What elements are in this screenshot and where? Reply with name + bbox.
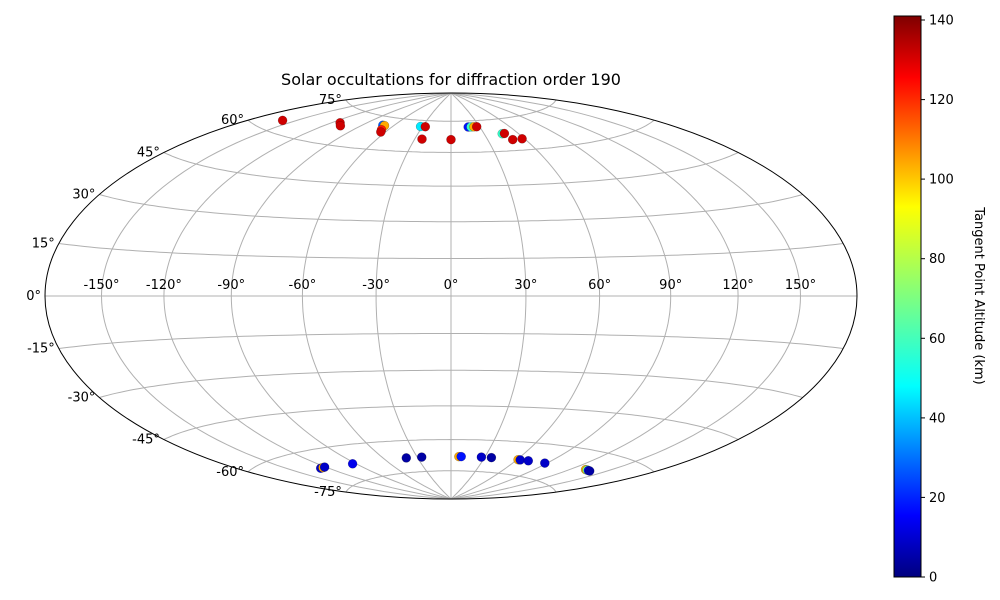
latitude-tick-label: -45° — [132, 433, 160, 448]
longitude-tick-label: -30° — [362, 278, 390, 293]
occultation-point — [523, 456, 534, 466]
colorbar-tick-label: 140 — [929, 14, 954, 29]
map-grid — [45, 93, 857, 499]
latitude-tick-labels: -75° -60° -45° -30° -15° 0° 15° 30° 45° 60° 75° — [26, 93, 342, 500]
longitude-tick-label: -90° — [217, 278, 245, 293]
occultation-point — [376, 127, 386, 137]
latitude-tick-label: 45° — [137, 146, 160, 161]
occultation-point — [277, 115, 288, 126]
parallel-line — [163, 405, 739, 440]
parallel-line — [163, 152, 739, 187]
parallel-line — [99, 194, 803, 223]
parallel-line — [247, 119, 655, 154]
longitude-tick-label: 0° — [444, 278, 459, 293]
colorbar-tick-label: 120 — [929, 93, 954, 108]
parallel-line — [345, 470, 557, 493]
colorbar-tick-label: 0 — [929, 571, 937, 586]
occultation-point — [335, 121, 346, 131]
chart-title: Solar occultations for diffraction order… — [281, 70, 621, 89]
longitude-tick-label: -60° — [289, 278, 317, 293]
latitude-tick-label: -30° — [68, 391, 96, 406]
occultation-point — [347, 459, 358, 469]
occultation-point — [540, 458, 550, 468]
occultation-point — [476, 452, 487, 462]
colorbar-gradient — [893, 15, 922, 578]
occultation-point — [517, 134, 527, 144]
longitude-tick-label: 120° — [722, 278, 753, 293]
longitude-tick-label: 90° — [659, 278, 682, 293]
latitude-tick-label: -15° — [27, 342, 55, 357]
longitude-tick-label: -120° — [146, 278, 182, 293]
latitude-tick-label: 15° — [32, 237, 55, 252]
latitude-tick-label: 0° — [26, 289, 41, 304]
occultation-point — [456, 451, 466, 462]
occultation-point — [446, 134, 456, 145]
latitude-tick-label: 60° — [221, 113, 244, 128]
latitude-tick-label: -60° — [216, 465, 244, 480]
occultation-point — [499, 128, 510, 139]
latitude-tick-label: 75° — [319, 93, 342, 108]
occultation-point — [515, 455, 525, 465]
colorbar-tick-label: 40 — [929, 411, 946, 426]
latitude-tick-label: -75° — [314, 485, 342, 500]
longitude-tick-label: 60° — [588, 278, 611, 293]
parallel-line — [58, 243, 844, 259]
occultation-point — [416, 452, 427, 462]
colorbar: 0 20 40 60 80 100 120 140 Tangent Point Altitud… — [893, 14, 986, 586]
parallel-line — [58, 333, 844, 349]
occultation-point — [420, 121, 431, 132]
map-boundary — [44, 92, 858, 500]
occultation-point — [486, 452, 497, 463]
occultation-point — [401, 453, 412, 463]
colorbar-tick-label: 80 — [929, 252, 946, 267]
longitude-tick-label: 30° — [514, 278, 537, 293]
occultation-point — [417, 134, 427, 144]
occultation-point — [507, 134, 518, 145]
longitude-tick-label: 150° — [785, 278, 816, 293]
data-points — [277, 115, 595, 476]
longitude-tick-labels: -150° -120° -90° -60° -30° 0° 30° 60° 90° 120° 150… — [83, 278, 816, 293]
parallel-line — [247, 438, 655, 473]
occultation-point — [471, 121, 482, 132]
parallel-line — [345, 99, 557, 122]
colorbar-ticks: 0 20 40 60 80 100 120 140 — [921, 14, 954, 586]
colorbar-label: Tangent Point Altitude (km) — [971, 206, 986, 384]
colorbar-tick-label: 100 — [929, 173, 954, 188]
colorbar-tick-label: 60 — [929, 332, 946, 347]
parallel-line — [99, 369, 803, 398]
longitude-tick-label: -150° — [83, 278, 119, 293]
occultation-point — [584, 466, 595, 476]
colorbar-tick-label: 20 — [929, 491, 946, 506]
latitude-tick-label: 30° — [72, 188, 95, 203]
occultation-point — [319, 462, 330, 472]
